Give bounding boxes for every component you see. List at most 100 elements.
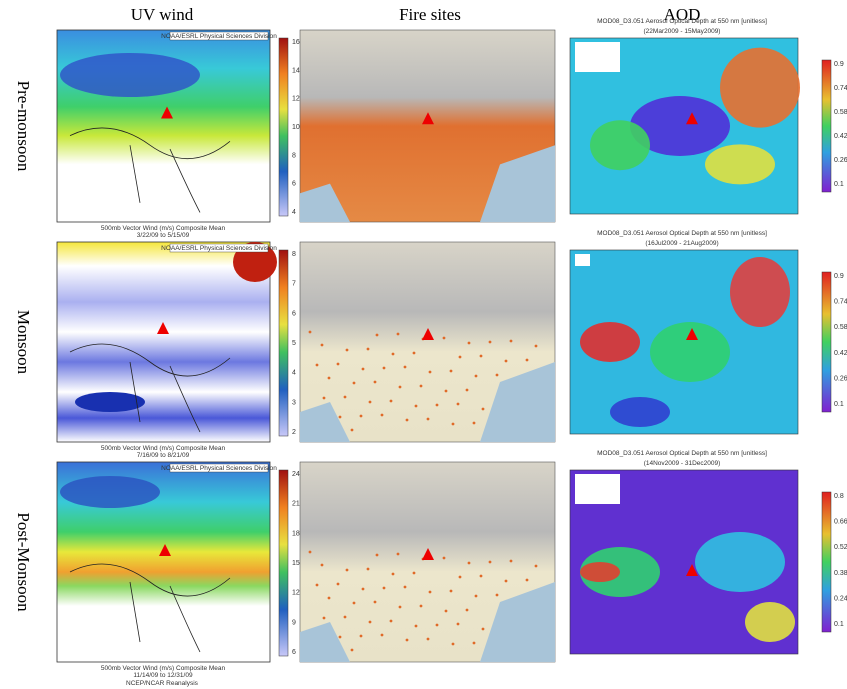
colorbar xyxy=(821,491,832,633)
wind-dates: 7/16/09 to 8/21/09 xyxy=(137,452,190,459)
fire-dot xyxy=(405,418,409,422)
colorbar-label: 8 xyxy=(292,251,296,258)
site-marker xyxy=(157,322,169,334)
aod-dates: (14Nov2009 - 31Dec2009) xyxy=(644,460,721,467)
fire-dot xyxy=(403,585,407,589)
fire-dot xyxy=(467,561,471,565)
column-header: UV wind xyxy=(131,5,194,24)
aod-blob xyxy=(745,602,795,642)
site-marker xyxy=(159,544,171,556)
aod-blob xyxy=(705,144,775,185)
fire-dot xyxy=(345,348,349,352)
fire-dot xyxy=(444,609,448,613)
fire-dot xyxy=(456,622,460,626)
row-label: Pre-monsoon xyxy=(14,81,33,172)
fire-dot xyxy=(366,347,370,351)
fire-dot xyxy=(359,634,363,638)
fire-dot xyxy=(426,417,430,421)
fire-dot xyxy=(315,583,319,587)
fire-dot xyxy=(442,556,446,560)
fire-dot xyxy=(396,332,400,336)
colorbar-label: 7 xyxy=(292,281,296,288)
site-marker xyxy=(422,328,434,340)
fire-dot xyxy=(308,330,312,334)
colorbar xyxy=(278,469,289,657)
fire-dot xyxy=(509,559,513,563)
colorbar-label: 0.74 xyxy=(834,85,847,92)
fire-dot xyxy=(488,340,492,344)
fire-dot xyxy=(504,579,508,583)
colorbar-label: 9 xyxy=(292,619,296,626)
fire-dot xyxy=(428,370,432,374)
fire-dot xyxy=(472,421,476,425)
fire-dot xyxy=(412,571,416,575)
colorbar-label: 0.9 xyxy=(834,61,844,68)
fire-dot xyxy=(338,415,342,419)
fire-dot xyxy=(343,395,347,399)
footer: NCEP/NCAR Reanalysis xyxy=(126,680,199,687)
row-label: Monsoon xyxy=(14,310,33,375)
fire-dot xyxy=(451,642,455,646)
fire-dot xyxy=(389,619,393,623)
colorbar-label: 0.26 xyxy=(834,157,847,164)
aod-dates: (16Jul2009 - 21Aug2009) xyxy=(645,240,718,247)
fire-dot xyxy=(352,601,356,605)
fire-dot xyxy=(382,586,386,590)
row-label: Post-Monsoon xyxy=(14,512,33,612)
fire-dot xyxy=(359,414,363,418)
fire-dot xyxy=(495,593,499,597)
credit-box xyxy=(169,243,269,253)
fire-dot xyxy=(389,399,393,403)
fire-dot xyxy=(396,552,400,556)
fire-dot xyxy=(419,604,423,608)
fire-dot xyxy=(525,358,529,362)
fire-dot xyxy=(449,369,453,373)
colorbar-label: 0.42 xyxy=(834,133,847,140)
sea xyxy=(300,145,555,222)
fire-dot xyxy=(451,422,455,426)
credit: NOAA/ESRL Physical Sciences Division xyxy=(161,465,277,472)
fire-dot xyxy=(368,620,372,624)
aod-dates: (22Mar2009 - 15May2009) xyxy=(644,28,721,35)
column-header: Fire sites xyxy=(399,5,461,24)
wind-caption: 500mb Vector Wind (m/s) Composite Mean xyxy=(101,445,226,452)
aod-blob xyxy=(730,257,790,327)
fire-dot xyxy=(320,563,324,567)
colorbar-label: 2 xyxy=(292,429,296,436)
credit-box xyxy=(169,31,269,41)
fire-dot xyxy=(336,362,340,366)
fire-dot xyxy=(479,574,483,578)
fire-dot xyxy=(472,641,476,645)
fire-dot xyxy=(375,553,379,557)
colorbar xyxy=(278,249,289,437)
colorbar xyxy=(278,37,289,217)
fire-dot xyxy=(442,336,446,340)
colorbar-label: 21 xyxy=(292,501,300,508)
fire-dot xyxy=(368,400,372,404)
site-marker xyxy=(422,112,434,125)
aod-blob xyxy=(720,47,800,128)
fire-dot xyxy=(534,564,538,568)
aod-title: MOD08_D3.051 Aerosol Optical Depth at 55… xyxy=(597,230,767,237)
colorbar-label: 12 xyxy=(292,96,300,103)
wind-contour xyxy=(60,476,160,508)
fire-dot xyxy=(403,365,407,369)
fire-dot xyxy=(315,363,319,367)
column-header: AOD xyxy=(664,5,701,24)
fire-dot xyxy=(398,605,402,609)
fire-dot xyxy=(322,396,326,400)
colorbar-label: 5 xyxy=(292,340,296,347)
colorbar-label: 14 xyxy=(292,67,300,74)
credit-box xyxy=(169,463,269,473)
colorbar-label: 0.42 xyxy=(834,350,847,357)
colorbar-label: 0.74 xyxy=(834,299,847,306)
fire-dot xyxy=(373,380,377,384)
colorbar-label: 3 xyxy=(292,399,296,406)
aod-blob xyxy=(580,322,640,362)
site-marker xyxy=(422,548,434,560)
wind-caption: 500mb Vector Wind (m/s) Composite Mean xyxy=(101,665,226,672)
fire-dot xyxy=(426,637,430,641)
fire-dot xyxy=(398,385,402,389)
fire-dot xyxy=(474,374,478,378)
